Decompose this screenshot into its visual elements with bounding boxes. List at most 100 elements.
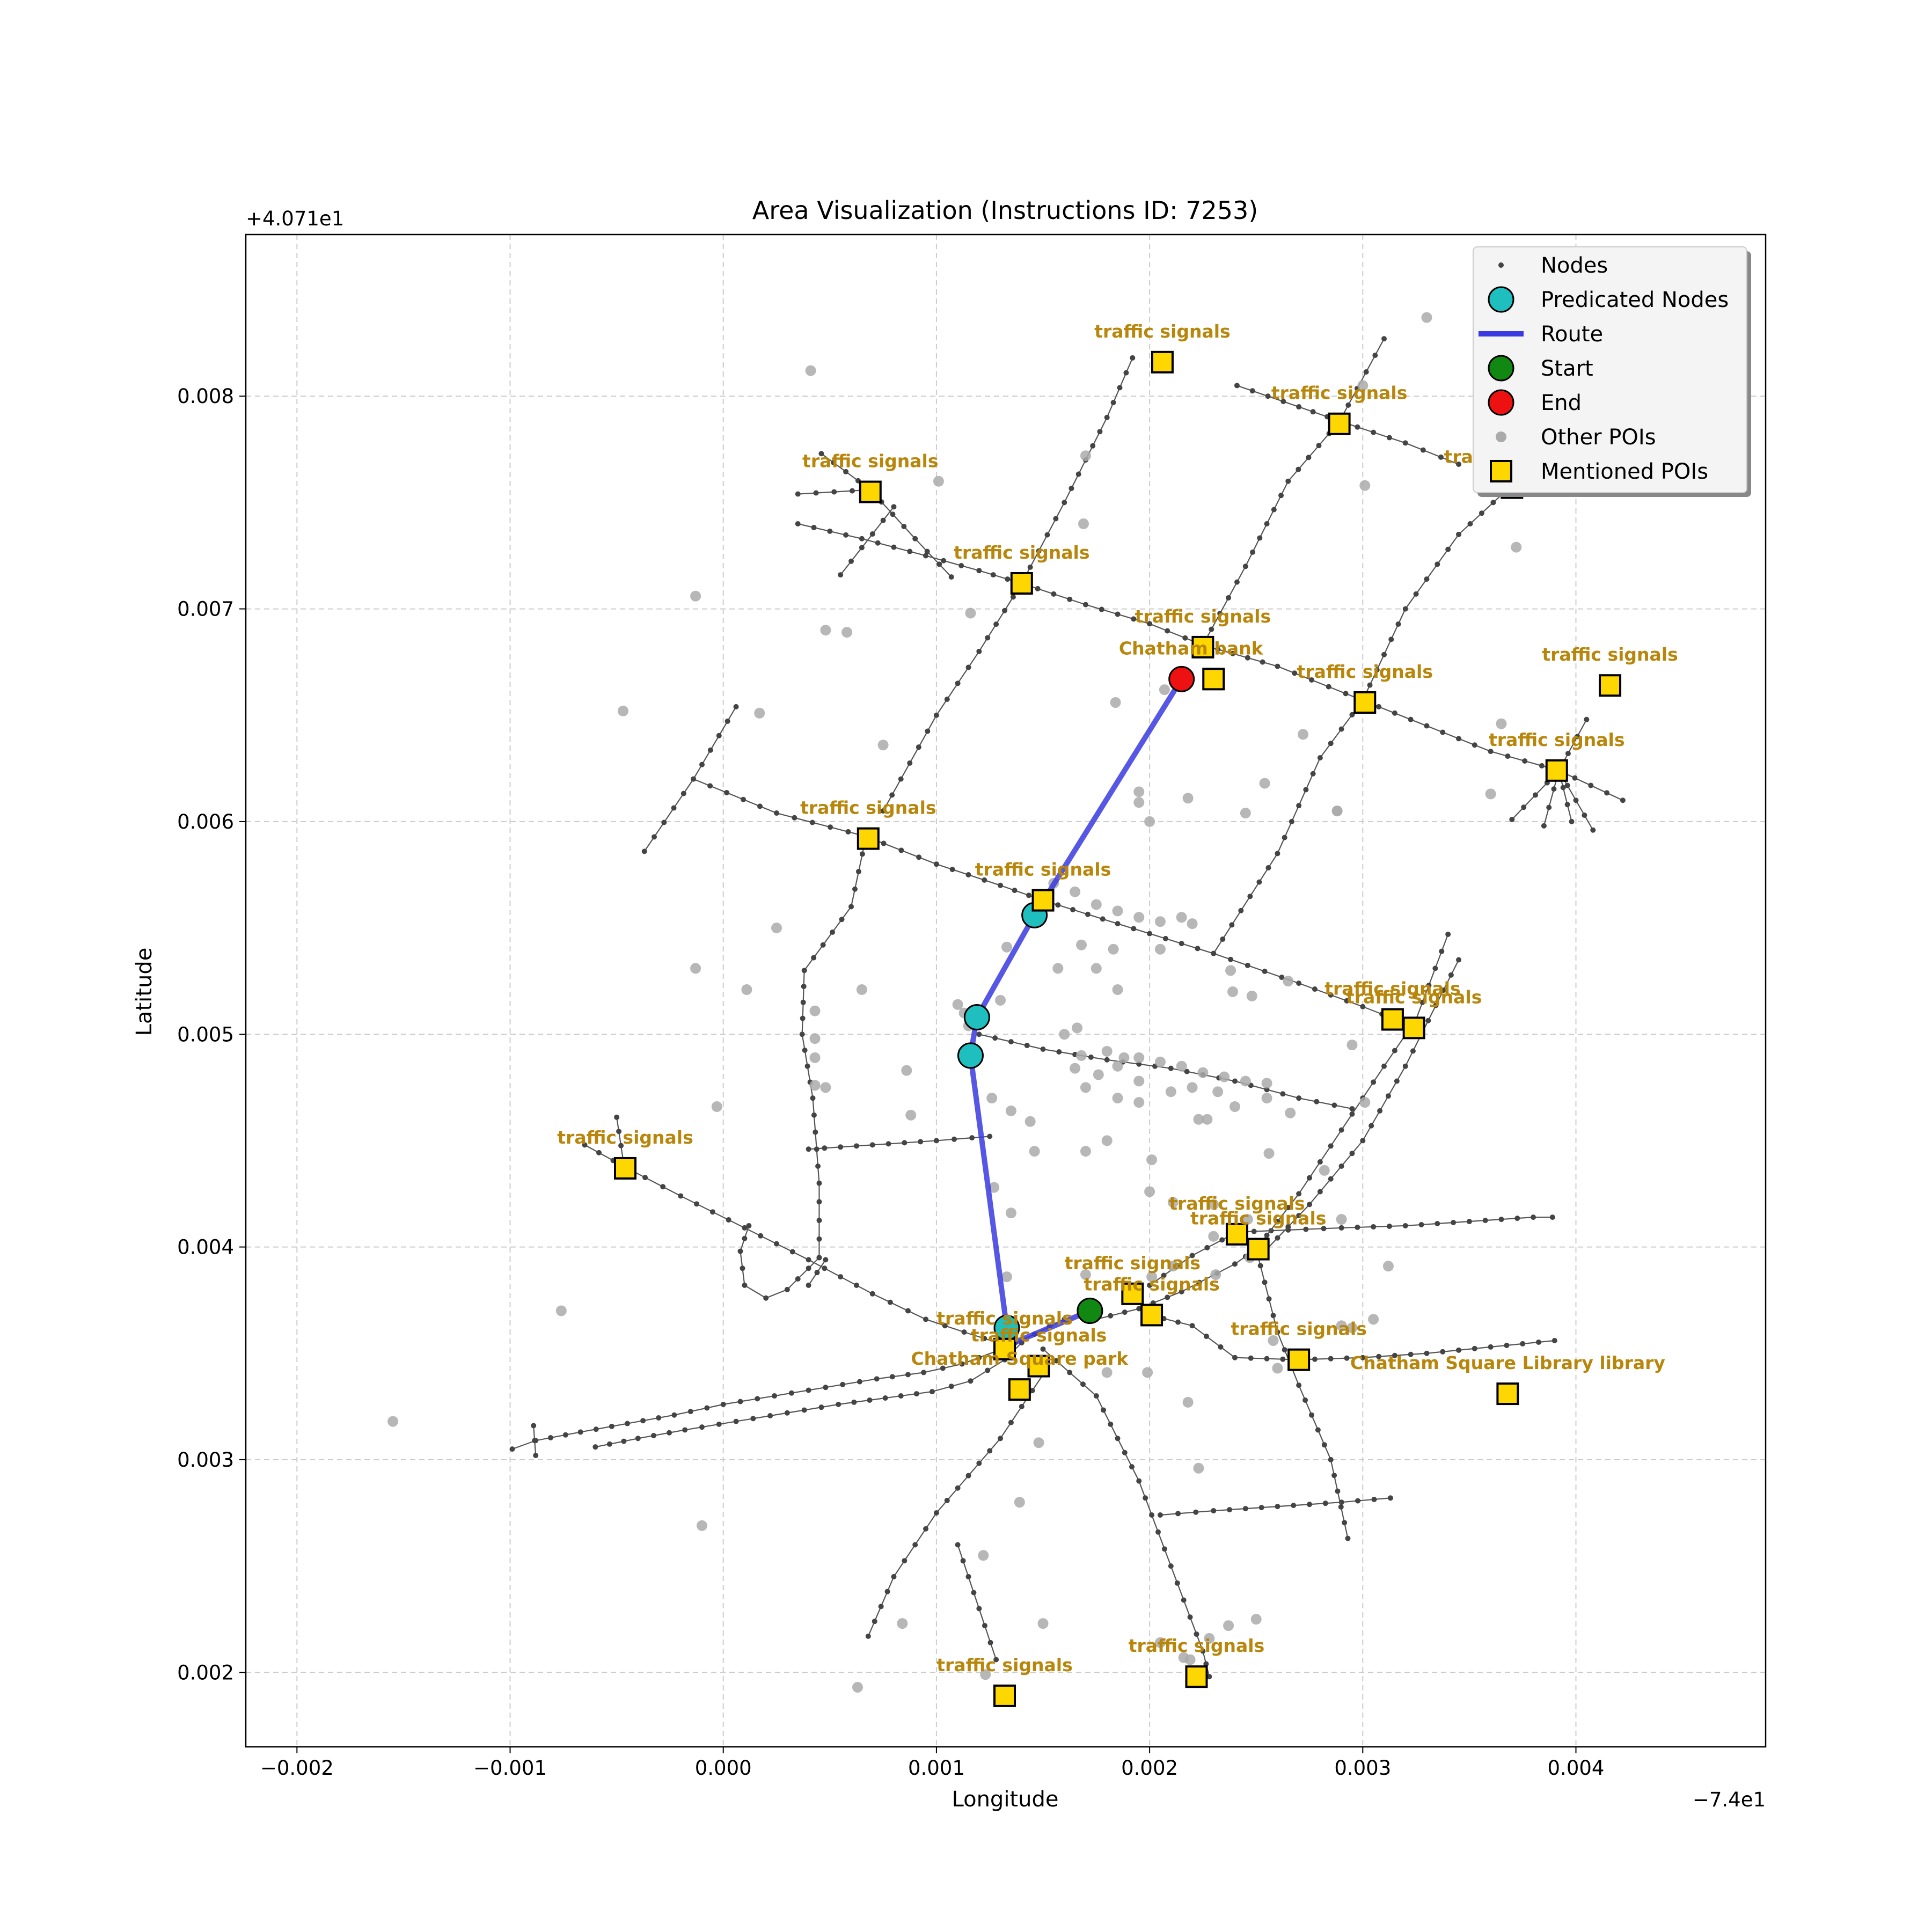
chart-title: Area Visualization (Instructions ID: 725…: [752, 196, 1258, 225]
y-axis-label: Latitude: [132, 948, 157, 1036]
node: [1174, 1580, 1180, 1586]
node: [806, 1282, 811, 1288]
node: [845, 829, 851, 835]
node: [1377, 1108, 1383, 1114]
node: [907, 548, 913, 554]
node: [1291, 1503, 1297, 1509]
node: [1588, 782, 1594, 788]
other-poi: [1511, 541, 1522, 553]
node: [820, 942, 826, 948]
node: [1308, 677, 1314, 683]
node: [1349, 1111, 1355, 1117]
node: [1402, 1063, 1408, 1069]
node: [1275, 1329, 1280, 1335]
node: [667, 1430, 672, 1436]
node: [1331, 1102, 1337, 1108]
node: [1355, 1498, 1361, 1504]
node: [1435, 561, 1440, 567]
other-poi: [852, 1682, 863, 1693]
other-pois: [387, 312, 1522, 1693]
node: [923, 553, 929, 559]
node: [902, 1140, 908, 1146]
node: [1315, 1427, 1321, 1433]
node: [1466, 1219, 1472, 1225]
node: [855, 869, 861, 875]
node: [562, 1432, 568, 1438]
node: [1187, 1614, 1193, 1620]
node: [1101, 1407, 1107, 1413]
node: [724, 790, 730, 796]
node: [1085, 911, 1091, 917]
node: [1040, 1046, 1046, 1052]
predicated-node: [963, 1004, 990, 1031]
axes-frame: [245, 233, 1767, 1748]
node: [737, 1399, 743, 1404]
node: [707, 783, 713, 789]
street-line: [512, 1319, 1065, 1450]
other-poi: [1197, 1067, 1209, 1078]
node: [985, 1367, 991, 1373]
node: [1278, 493, 1284, 499]
node: [831, 460, 837, 466]
node: [1184, 1069, 1190, 1074]
node: [1249, 388, 1255, 394]
node: [822, 1265, 828, 1271]
node: [949, 867, 955, 873]
node: [1008, 1039, 1014, 1045]
other-poi: [1225, 965, 1236, 976]
node: [936, 561, 942, 567]
node: [1251, 1228, 1257, 1234]
node: [1504, 1342, 1510, 1348]
node: [982, 877, 987, 883]
mentioned-poi-label: traffic signals: [1346, 986, 1482, 1007]
node: [1575, 734, 1580, 740]
node: [1220, 936, 1226, 942]
node: [509, 1446, 515, 1452]
node: [1232, 1078, 1238, 1084]
node: [993, 621, 999, 627]
node: [1227, 1507, 1233, 1513]
node: [907, 760, 913, 766]
node: [1371, 429, 1377, 435]
other-poi: [1112, 1093, 1123, 1104]
node: [1328, 1143, 1334, 1149]
node: [650, 1433, 656, 1439]
node: [814, 1270, 820, 1276]
node: [1211, 1508, 1217, 1514]
other-poi: [952, 999, 963, 1010]
node: [784, 1286, 790, 1292]
node: [1349, 1151, 1355, 1157]
node: [1316, 443, 1322, 449]
node: [1228, 956, 1234, 962]
y-tick-label: 0.004: [177, 1236, 234, 1259]
node: [801, 968, 807, 974]
node: [1157, 1512, 1163, 1518]
other-poi: [980, 1669, 991, 1680]
node: [1008, 1419, 1014, 1425]
node: [1130, 355, 1136, 361]
node: [1303, 1226, 1309, 1232]
node: [1302, 1397, 1308, 1403]
node: [1439, 948, 1445, 954]
node: [992, 1035, 998, 1041]
node: [865, 1633, 871, 1639]
node: [1131, 926, 1137, 932]
node: [1402, 440, 1408, 446]
node: [1349, 1106, 1355, 1111]
node: [905, 1372, 911, 1378]
legend-box: [1473, 246, 1747, 493]
other-poi: [1210, 1269, 1221, 1280]
node: [912, 1542, 918, 1548]
y-tick-label: 0.002: [177, 1661, 234, 1684]
node: [1317, 1189, 1323, 1195]
node: [1342, 1520, 1348, 1526]
node: [671, 1412, 677, 1418]
node: [1418, 1221, 1424, 1227]
node: [640, 1418, 646, 1424]
node: [1392, 710, 1397, 716]
node: [1433, 1002, 1439, 1008]
node: [1258, 1505, 1264, 1511]
other-poi: [989, 1182, 1000, 1193]
node: [836, 1401, 841, 1407]
node: [905, 1308, 911, 1314]
